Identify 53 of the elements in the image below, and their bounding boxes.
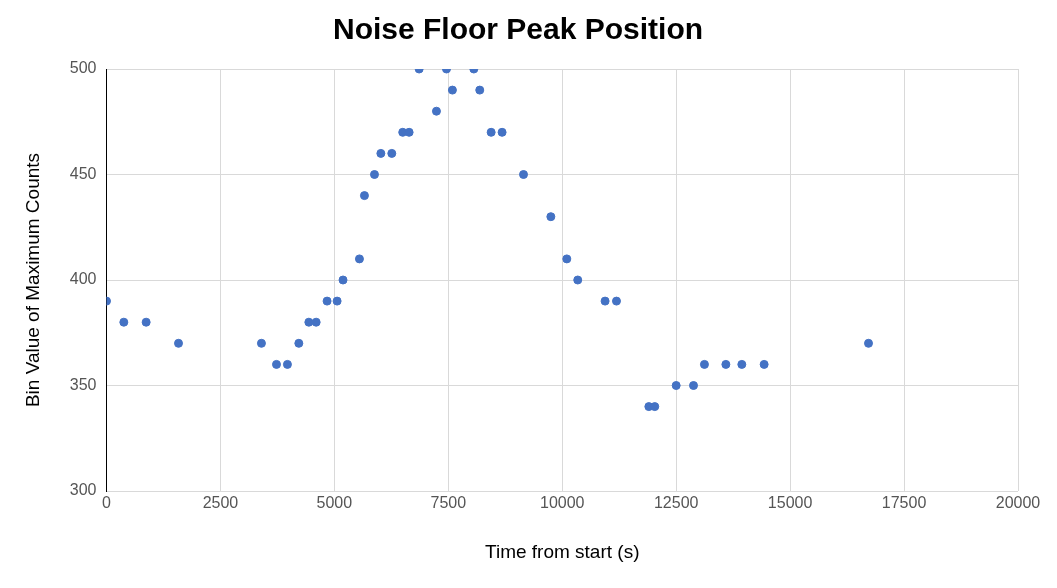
point [354,254,364,264]
point [689,381,698,390]
point [600,296,610,306]
point [322,296,332,306]
point [359,191,369,201]
x-tick-label: 17500 [881,494,927,512]
y-tick-label: 350 [69,375,97,393]
point [447,85,457,95]
point [174,338,183,348]
x-tick-label: 10000 [540,494,585,512]
y-tick-label: 400 [69,270,97,288]
y-tick-label: 300 [69,481,97,499]
point [369,170,379,179]
x-axis-title: Time from start (s) [485,540,640,562]
point [282,359,292,369]
point [699,359,709,369]
point [119,317,129,327]
point [256,338,266,348]
y-axis-title: Bin Value of Maximum Counts [21,152,43,408]
point [475,85,485,95]
x-tick-label: 12500 [653,494,699,512]
point [141,317,151,327]
point [431,106,441,116]
x-tick-label: 7500 [430,494,467,512]
x-tick-label: 20000 [995,494,1041,512]
x-tick-label: 5000 [316,494,353,512]
point [497,127,507,137]
point [338,275,348,285]
point [611,296,621,306]
y-tick-label: 450 [69,164,97,182]
point [332,296,342,306]
point [304,317,314,327]
chart-title: Noise Floor Peak Position [332,12,704,46]
point [546,212,556,222]
point [294,338,304,348]
point [573,275,583,285]
point [650,402,660,412]
y-tick-label: 500 [69,59,97,77]
point [311,317,321,327]
point [271,359,281,369]
point [486,127,496,137]
x-tick-label: 0 [102,494,112,512]
x-tick-label: 2500 [202,494,239,512]
point [671,381,681,390]
point [737,359,747,369]
point [387,148,397,158]
point [519,170,529,179]
x-tick-label: 15000 [767,494,813,512]
point [376,148,386,158]
point [759,359,769,369]
point [721,359,731,369]
point [562,254,572,264]
point [864,338,874,348]
